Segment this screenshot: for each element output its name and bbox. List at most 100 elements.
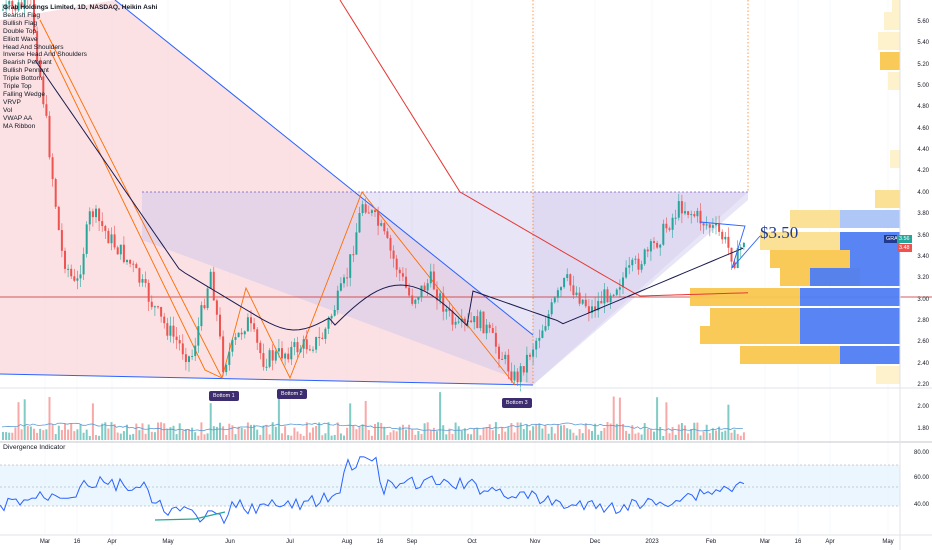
wedge-lower-trendline[interactable] [0, 373, 534, 386]
overlay-bearish-flag[interactable]: Bearish Flag [3, 11, 41, 19]
overlay-head-and-shoulders[interactable]: Head And Shoulders [3, 43, 64, 51]
overlay-inverse-head-and-shoulders[interactable]: Inverse Head And Shoulders [3, 51, 87, 59]
volume-bar [625, 430, 628, 440]
bullish-pennant[interactable] [699, 221, 761, 269]
bearish-divergence-line [194, 511, 226, 520]
volume-bar [622, 424, 624, 440]
overlay-bullish-pennant[interactable]: Bullish Pennant [3, 67, 49, 75]
ma-ribbon-red[interactable] [339, 0, 749, 297]
candle-body [302, 339, 305, 349]
ma-ribbon-dark[interactable] [34, 59, 744, 331]
candle-body [265, 366, 268, 368]
overlay-double-top[interactable]: Double Top [3, 27, 37, 35]
candle-body [563, 277, 566, 288]
time-axis-label: 16 [376, 539, 384, 545]
overlay-triple-bottom[interactable]: Triple Bottom [3, 75, 42, 83]
candle-body [339, 283, 342, 291]
volume-bar [290, 435, 293, 440]
volume-bar [308, 432, 311, 440]
candle-body [386, 231, 389, 238]
volume-bar [374, 423, 376, 440]
candle-body [157, 306, 159, 308]
volume-bar [315, 425, 318, 440]
overlay-vwap-aa[interactable]: VWAP AA [3, 114, 33, 122]
volume-bar [256, 429, 259, 440]
volume-profile-bar [876, 366, 900, 384]
volume-profile-bar [800, 326, 900, 344]
candle-body [600, 300, 603, 304]
volume-bar [442, 425, 445, 440]
volume-bar [8, 432, 11, 440]
volume-bar [330, 435, 333, 440]
candle-body [88, 211, 91, 225]
candle-body [470, 320, 473, 323]
volume-bar [268, 434, 271, 440]
oscillator-axis-label: 60.00 [913, 475, 929, 481]
volume-profile-bar [800, 288, 900, 306]
candle-body [408, 287, 411, 296]
volume-bar [219, 422, 221, 440]
candle-body [191, 356, 194, 358]
zigzag-pattern[interactable] [39, 19, 516, 386]
divergence-indicator-line[interactable] [0, 456, 745, 525]
candle-body [166, 323, 169, 336]
volume-bar [739, 435, 742, 440]
candle-body [374, 210, 376, 213]
volume-bar [234, 434, 237, 440]
candle-body [212, 271, 215, 301]
candle-body [513, 371, 516, 381]
candle-body [237, 332, 240, 338]
candle-body [479, 311, 482, 329]
volume-profile-bar [840, 210, 900, 228]
chart-title[interactable]: Grab Holdings Limited, 1D, NASDAQ, Heiki… [3, 4, 158, 11]
overlay-triple-top[interactable]: Triple Top [3, 83, 32, 91]
overlay-vol[interactable]: Vol [3, 106, 13, 114]
volume-bar [615, 423, 618, 440]
candle-body [14, 6, 17, 11]
volume-bar [336, 422, 339, 440]
volume-bar [529, 430, 531, 440]
volume-bar [194, 432, 197, 440]
volume-bar [296, 431, 299, 440]
volume-bar [333, 434, 336, 440]
candle-body [445, 309, 448, 312]
overlay-falling-wedge[interactable]: Falling Wedge [3, 90, 46, 98]
candle-body [8, 1, 11, 5]
candle-body [612, 294, 615, 296]
candle-body [11, 1, 14, 7]
volume-bar [556, 424, 559, 440]
volume-bar [188, 429, 190, 440]
volume-bar [541, 428, 544, 440]
volume-bar [538, 423, 541, 440]
volume-bar [426, 422, 429, 440]
candle-body [119, 244, 122, 255]
candle-body [79, 274, 82, 279]
candle-body [659, 244, 662, 248]
candle-body [293, 342, 296, 347]
time-axis-label: 16 [794, 539, 802, 545]
overlay-ma-ribbon[interactable]: MA Ribbon [3, 122, 36, 130]
candle-body [209, 271, 212, 289]
candlesticks[interactable] [2, 0, 745, 392]
overlay-bearish-pennant[interactable]: Bearish Pennant [3, 59, 52, 67]
volume-bar [60, 429, 63, 440]
volume-bar [547, 433, 550, 440]
volume-bar [250, 424, 252, 440]
chart-legend: Grab Holdings Limited, 1D, NASDAQ, Heiki… [3, 4, 157, 131]
candle-body [349, 254, 352, 278]
price-target-callout: $3.50 [760, 223, 799, 242]
oscillator-title[interactable]: Divergence Indicator [3, 444, 66, 451]
volume-bar [525, 424, 528, 440]
overlay-vrvp[interactable]: VRVP [3, 98, 21, 106]
candle-body [147, 282, 150, 302]
volume-bar [209, 403, 212, 440]
candle-body [370, 210, 373, 213]
overlay-elliott-wave[interactable]: Elliott Wave [3, 35, 38, 43]
overlay-bullish-flag[interactable]: Bullish Flag [3, 19, 38, 27]
candle-body [129, 259, 132, 264]
candle-body [671, 217, 674, 230]
candle-body [525, 354, 528, 373]
wedge-upper-trendline[interactable] [114, 0, 534, 336]
